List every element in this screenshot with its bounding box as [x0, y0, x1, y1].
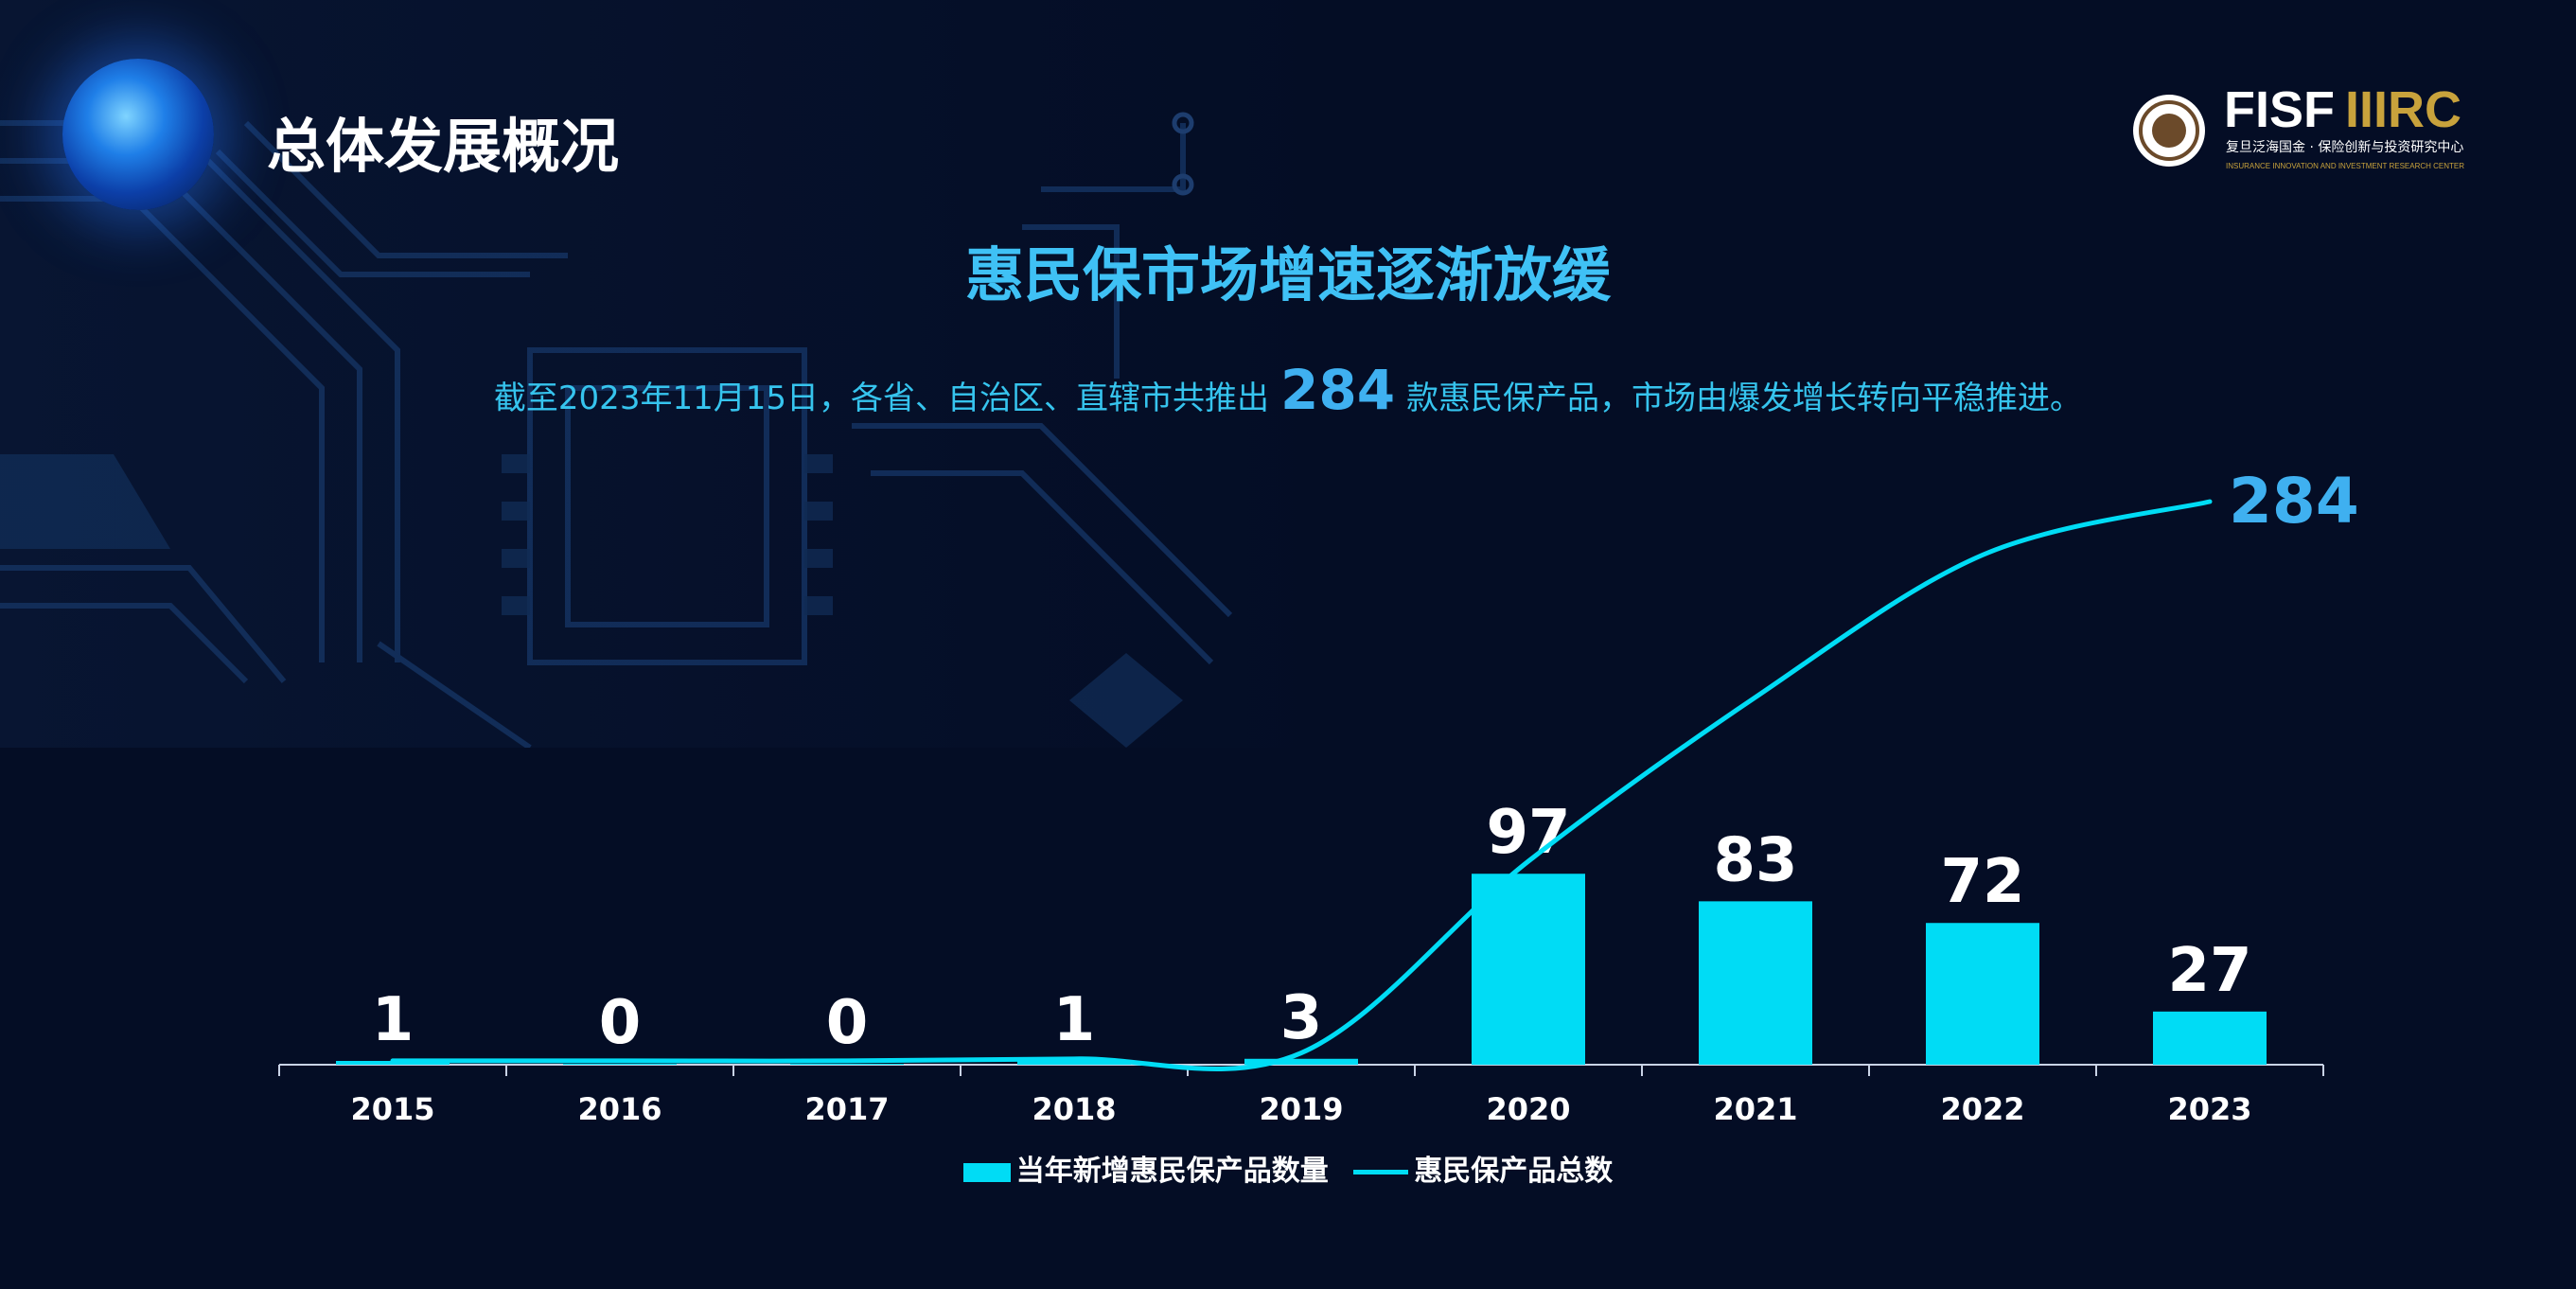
globe-orb-icon — [62, 59, 214, 210]
legend-line-label: 惠民保产品总数 — [1414, 1155, 1614, 1188]
x-tick-label-2023: 2023 — [2167, 1091, 2251, 1127]
legend-bar-label: 当年新增惠民保产品数量 — [1015, 1155, 1329, 1188]
x-tick-label-2017: 2017 — [804, 1091, 889, 1127]
data-label-2019: 3 — [1280, 983, 1323, 1053]
x-tick-label-2022: 2022 — [1940, 1091, 2024, 1127]
data-label-2018: 1 — [1053, 985, 1096, 1055]
x-tick-label-2021: 2021 — [1713, 1091, 1797, 1127]
data-label-2020: 97 — [1486, 798, 1570, 868]
summary-prefix: 截至2023年11月15日，各省、自治区、直辖市共推出 — [493, 380, 1269, 417]
bar-2022 — [1926, 923, 2039, 1065]
line-end-label: 284 — [2229, 465, 2359, 538]
svg-text:FISF: FISF — [2224, 83, 2335, 138]
bar-2021 — [1699, 901, 1812, 1065]
x-tick-label-2020: 2020 — [1486, 1091, 1570, 1127]
fisf-iiirc-logo: FISF IIIRC 复旦泛海国金 · 保险创新与投资研究中心 INSURANC… — [2133, 83, 2464, 170]
svg-text:IIIRC: IIIRC — [2345, 83, 2461, 138]
legend-item-line: 惠民保产品总数 — [1353, 1147, 1613, 1189]
data-label-2022: 72 — [1940, 847, 2024, 917]
legend-bar-swatch — [962, 1162, 1011, 1182]
legend-line-swatch — [1353, 1170, 1409, 1174]
headline: 惠民保市场增速逐渐放缓 — [964, 240, 1611, 309]
data-label-2021: 83 — [1713, 825, 1797, 895]
x-tick-label-2018: 2018 — [1032, 1091, 1116, 1127]
summary-suffix: 款惠民保产品，市场由爆发增长转向平稳推进。 — [1406, 380, 2083, 417]
chart-legend: 当年新增惠民保产品数量 惠民保产品总数 — [0, 1147, 2576, 1189]
bar-2020 — [1472, 874, 1585, 1065]
summary-text: 截至2023年11月15日，各省、自治区、直辖市共推出 284 款惠民保产品，市场由… — [0, 358, 2576, 422]
bar-2018 — [1017, 1061, 1131, 1065]
circuit-background — [0, 0, 1325, 748]
x-tick-label-2019: 2019 — [1259, 1091, 1343, 1127]
data-label-2017: 0 — [826, 988, 869, 1058]
x-tick-label-2016: 2016 — [577, 1091, 662, 1127]
svg-text:复旦泛海国金 · 保险创新与投资研究中心: 复旦泛海国金 · 保险创新与投资研究中心 — [2226, 139, 2463, 155]
section-title: 总体发展概况 — [267, 112, 620, 181]
bar-2023 — [2153, 1011, 2267, 1065]
data-label-2023: 27 — [2167, 936, 2251, 1006]
total-products-line — [390, 499, 2213, 1071]
svg-text:INSURANCE INNOVATION AND INVES: INSURANCE INNOVATION AND INVESTMENT RESE… — [2226, 162, 2464, 170]
bar-2019 — [1244, 1058, 1358, 1065]
summary-highlight-number: 284 — [1279, 358, 1396, 422]
data-label-2016: 0 — [599, 988, 642, 1058]
data-label-2015: 1 — [372, 985, 415, 1055]
bar-2017 — [790, 1064, 904, 1065]
x-tick-label-2015: 2015 — [350, 1091, 434, 1127]
bar-2016 — [563, 1064, 677, 1065]
legend-item-bars: 当年新增惠民保产品数量 — [962, 1147, 1329, 1189]
